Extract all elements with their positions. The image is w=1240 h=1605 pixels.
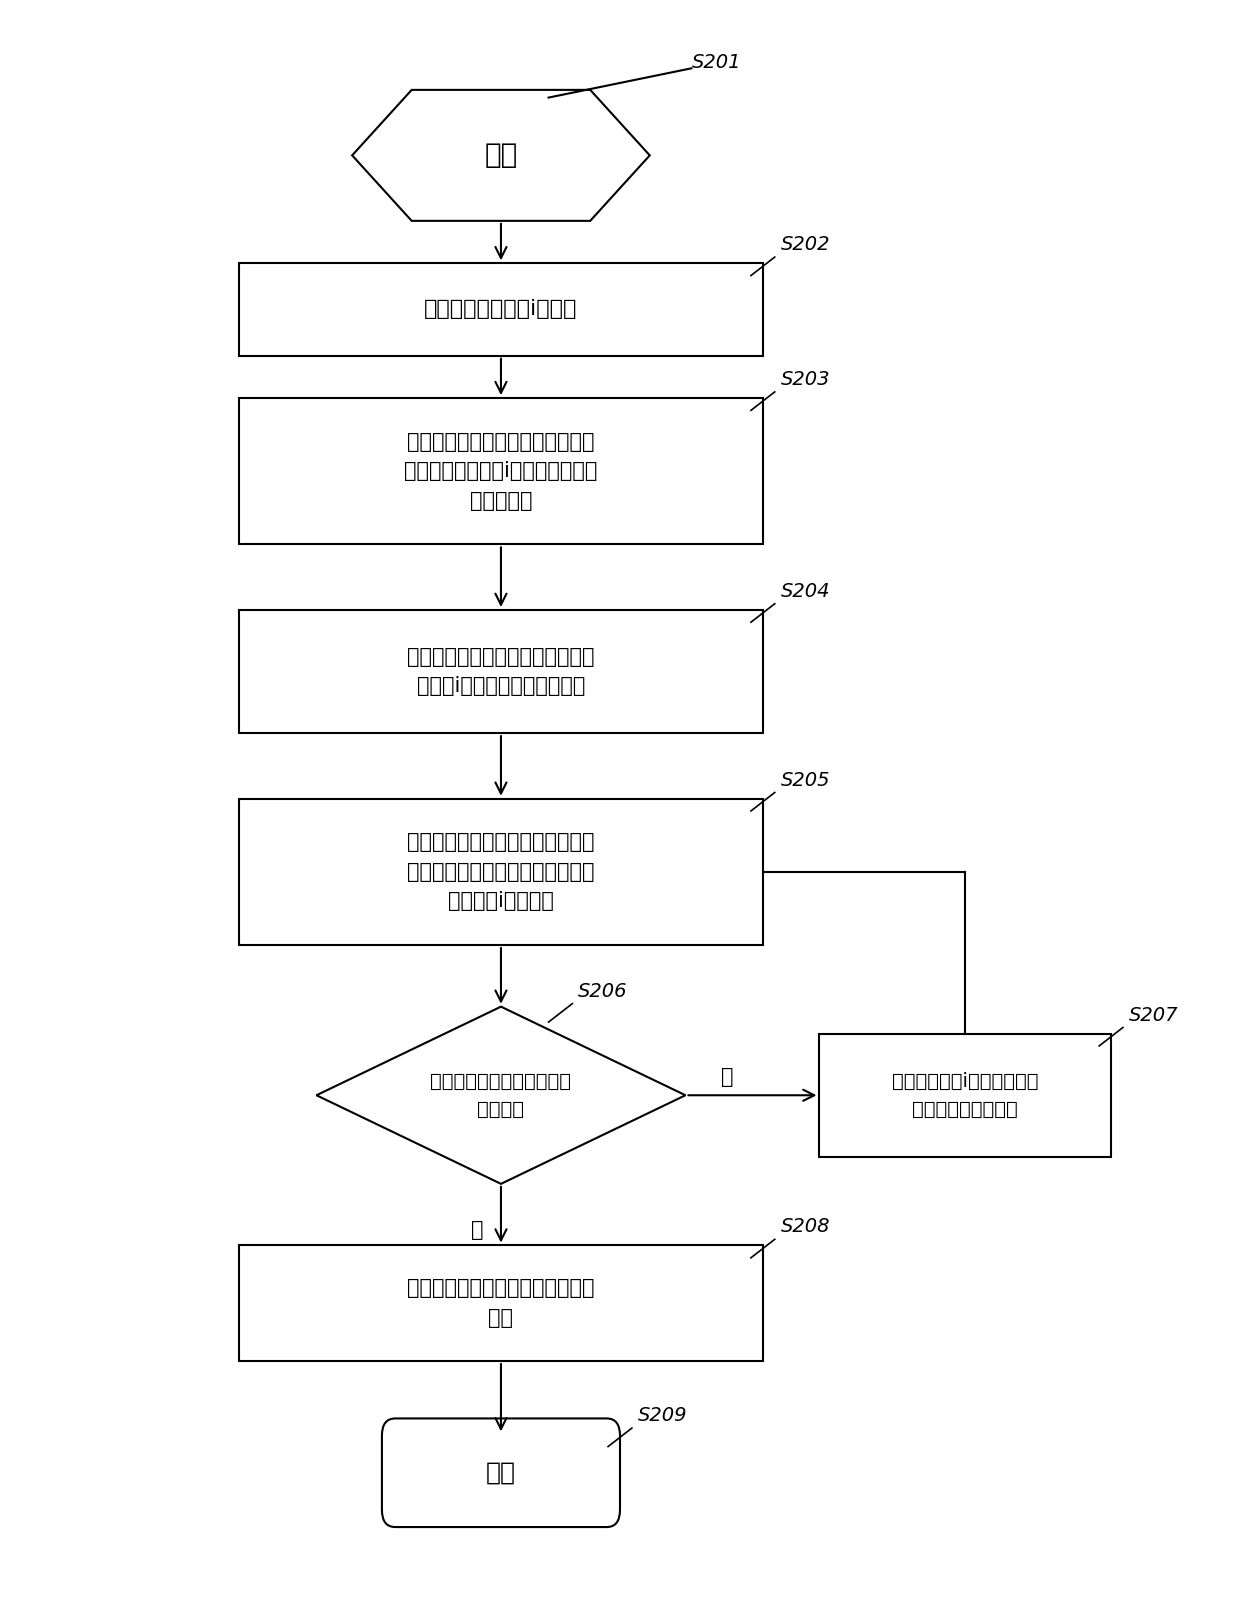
Text: 输出基础图像的重构图像作为参考
图像: 输出基础图像的重构图像作为参考 图像 [407, 1279, 595, 1327]
Text: 否: 否 [720, 1067, 733, 1087]
Polygon shape [316, 1006, 686, 1184]
Text: 结束: 结束 [486, 1461, 516, 1485]
Bar [239, 799, 763, 945]
FancyBboxPatch shape [382, 1419, 620, 1526]
Text: S201: S201 [692, 53, 742, 72]
Text: 初始化目标像素点i的取值: 初始化目标像素点i的取值 [424, 300, 578, 319]
Bar [239, 263, 763, 356]
Text: 是: 是 [471, 1220, 484, 1241]
Text: 基于所述权值对所有像素点的像素
值进行归一化的加权叠加，得到目
标像素点i的重建值: 基于所述权值对所有像素点的像素 值进行归一化的加权叠加，得到目 标像素点i的重建… [407, 833, 595, 912]
Text: S203: S203 [781, 371, 831, 388]
Text: 开始: 开始 [485, 141, 517, 170]
Bar [239, 610, 763, 733]
Text: S205: S205 [781, 770, 831, 790]
Text: S204: S204 [781, 583, 831, 600]
Text: S208: S208 [781, 1218, 831, 1236]
Polygon shape [352, 90, 650, 221]
Text: S206: S206 [578, 982, 627, 1002]
Text: S209: S209 [637, 1406, 687, 1425]
Text: 将目标像素点i移动至基础图
像的下一个待处理点: 将目标像素点i移动至基础图 像的下一个待处理点 [892, 1072, 1038, 1119]
Text: 基础图像中所有像素点是否
处理完毕: 基础图像中所有像素点是否 处理完毕 [430, 1072, 572, 1119]
Bar [239, 1245, 763, 1361]
Text: 计算基础图像中所有像素点在目标
像素点i加权叠加重建时的权值: 计算基础图像中所有像素点在目标 像素点i加权叠加重建时的权值 [407, 647, 595, 697]
Text: S207: S207 [1128, 1006, 1178, 1024]
Text: S202: S202 [781, 236, 831, 254]
Bar [820, 1034, 1111, 1157]
Text: 计算基础图像中所有像素点的像素
邻域与目标像素点i的像素邻域之间
的欧氏距离: 计算基础图像中所有像素点的像素 邻域与目标像素点i的像素邻域之间 的欧氏距离 [404, 432, 598, 510]
Bar [239, 398, 763, 544]
